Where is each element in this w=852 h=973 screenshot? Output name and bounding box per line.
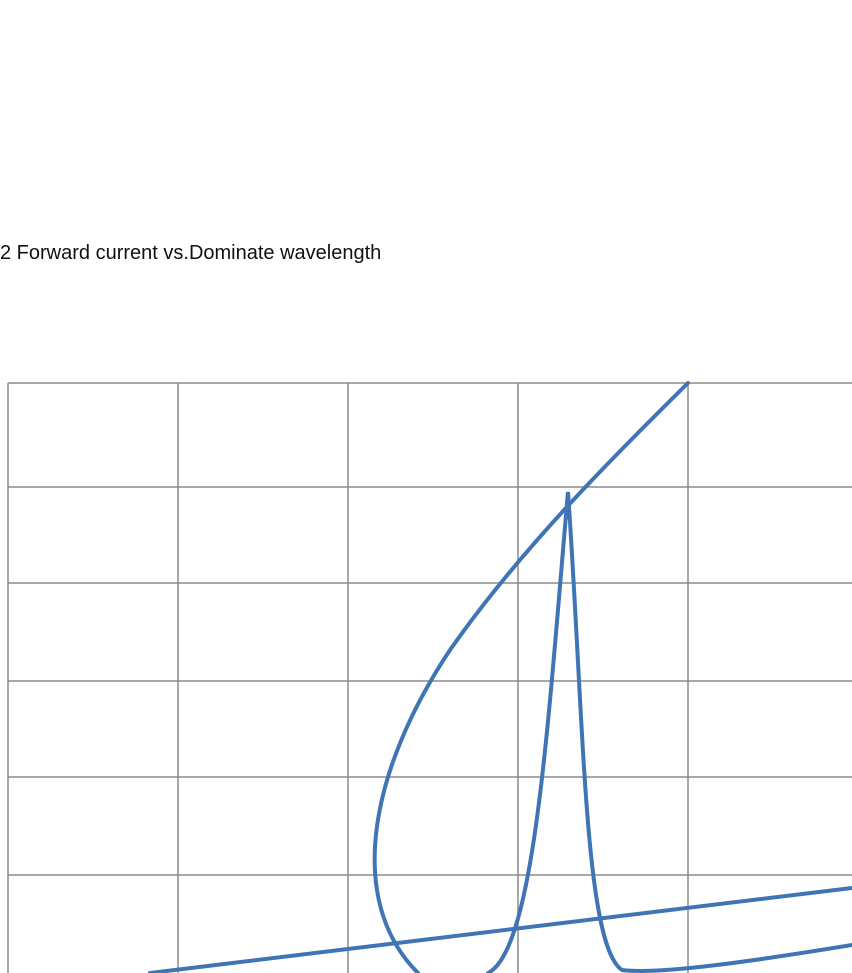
figure-title: 2 Forward current vs.Dominate wavelength [0,242,382,264]
curves [148,381,852,973]
curve [486,491,852,973]
curve [372,381,690,973]
curve [148,886,852,973]
grid [7,382,852,973]
